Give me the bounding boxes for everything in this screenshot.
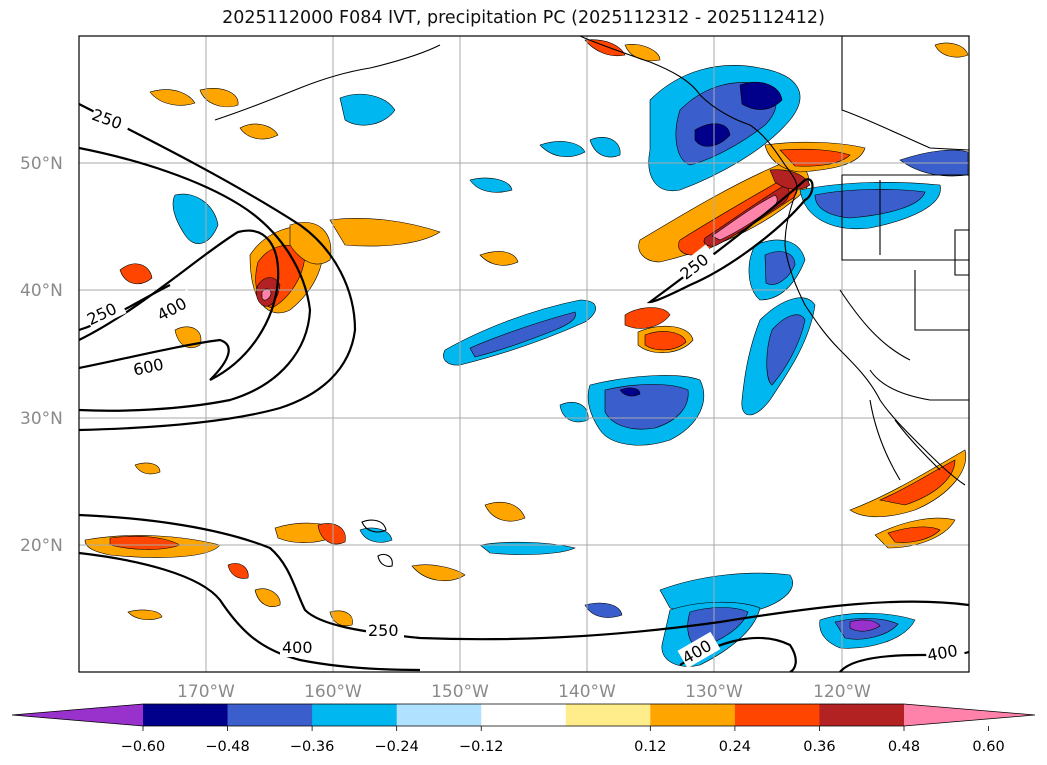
map-title: 2025112000 F084 IVT, precipitation PC (2…: [222, 8, 825, 28]
colorbar-extend-max: [904, 704, 1035, 726]
lon-label-140w: 140°W: [558, 682, 616, 702]
lon-label-170w: 170°W: [177, 682, 235, 702]
contour-label: 250: [368, 621, 399, 640]
ivt-contours: [79, 103, 969, 672]
lon-label-120w: 120°W: [813, 682, 871, 702]
colorbar-tick-label: −0.24: [374, 739, 418, 755]
colorbar-tick-label: −0.48: [205, 739, 249, 755]
precip-shading: [84, 39, 969, 667]
lat-label-50n: 50°N: [20, 154, 63, 174]
colorbar-segment: [481, 704, 567, 726]
lon-label-150w: 150°W: [431, 682, 489, 702]
colorbar-segment: [227, 704, 313, 726]
colorbar-extend-min: [12, 704, 143, 726]
lat-label-30n: 30°N: [20, 409, 63, 429]
contour-label: 400: [282, 638, 313, 657]
colorbar-segment: [565, 704, 651, 726]
colorbar-segment: [396, 704, 482, 726]
colorbar-segment: [143, 704, 229, 726]
colorbar-tick-label: −0.60: [121, 739, 165, 755]
lon-label-160w: 160°W: [304, 682, 362, 702]
map-frame: [78, 35, 970, 673]
colorbar-tick-label: 0.12: [634, 739, 666, 755]
lon-label-130w: 130°W: [685, 682, 743, 702]
colorbar-segment: [312, 704, 398, 726]
lon-labels: 170°W 160°W 150°W 140°W 130°W 120°W: [177, 682, 871, 702]
colorbar-tick-label: 0.48: [888, 739, 920, 755]
colorbar-tick-label: 0.24: [719, 739, 751, 755]
colorbar-tick-label: −0.12: [459, 739, 503, 755]
lat-label-40n: 40°N: [20, 281, 63, 301]
colorbar: −0.60 −0.48 −0.36 −0.24 −0.12 0.12 0.24 0.36 0.4…: [11, 703, 1036, 755]
colorbar-tick-label: 0.36: [803, 739, 835, 755]
colorbar-tick-label: 0.60: [972, 739, 1004, 755]
lat-label-20n: 20°N: [20, 536, 63, 556]
lat-labels: 50°N 40°N 30°N 20°N: [20, 154, 63, 556]
colorbar-segment: [819, 704, 905, 726]
coastlines: [214, 36, 969, 567]
colorbar-segment: [734, 704, 820, 726]
colorbar-segment: [650, 704, 736, 726]
colorbar-tick-label: −0.36: [290, 739, 334, 755]
contour-labels: 250 250 400 600 250 250 400 400 400: [83, 102, 966, 669]
map-panel: 250 250 400 600 250 250 400 400 400: [79, 36, 969, 672]
